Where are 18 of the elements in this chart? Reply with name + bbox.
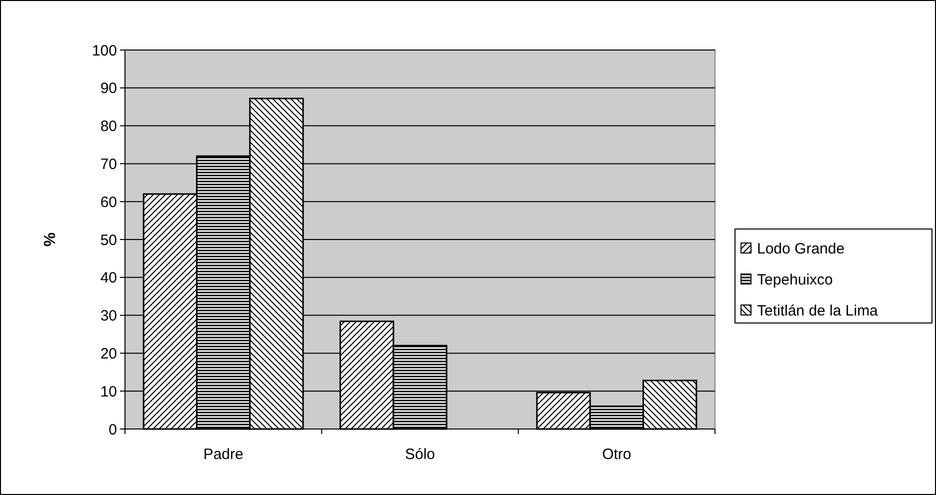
y-tick-label: 10: [100, 383, 117, 400]
y-tick-label: 20: [100, 345, 117, 362]
legend-label: Tepehuixco: [757, 271, 833, 288]
y-tick-label: 90: [100, 80, 117, 98]
y-tick-label: 0: [108, 421, 117, 438]
y-tick-label: 60: [100, 194, 117, 211]
y-tick-label: 50: [100, 232, 117, 249]
legend-label: Tetitlán de la Lima: [757, 302, 879, 320]
y-tick-label: 70: [100, 156, 117, 173]
y-tick-label: 80: [100, 118, 117, 136]
x-tick-label: Padre: [203, 446, 244, 463]
x-tick-label: Otro: [602, 446, 632, 463]
y-tick-label: 100: [92, 42, 117, 60]
legend-label: Lodo Grande: [757, 240, 845, 258]
x-tick-label: Sólo: [404, 446, 436, 463]
y-axis-title: %: [42, 232, 59, 247]
y-tick-label: 30: [100, 308, 117, 325]
y-tick-label: 40: [100, 270, 117, 287]
